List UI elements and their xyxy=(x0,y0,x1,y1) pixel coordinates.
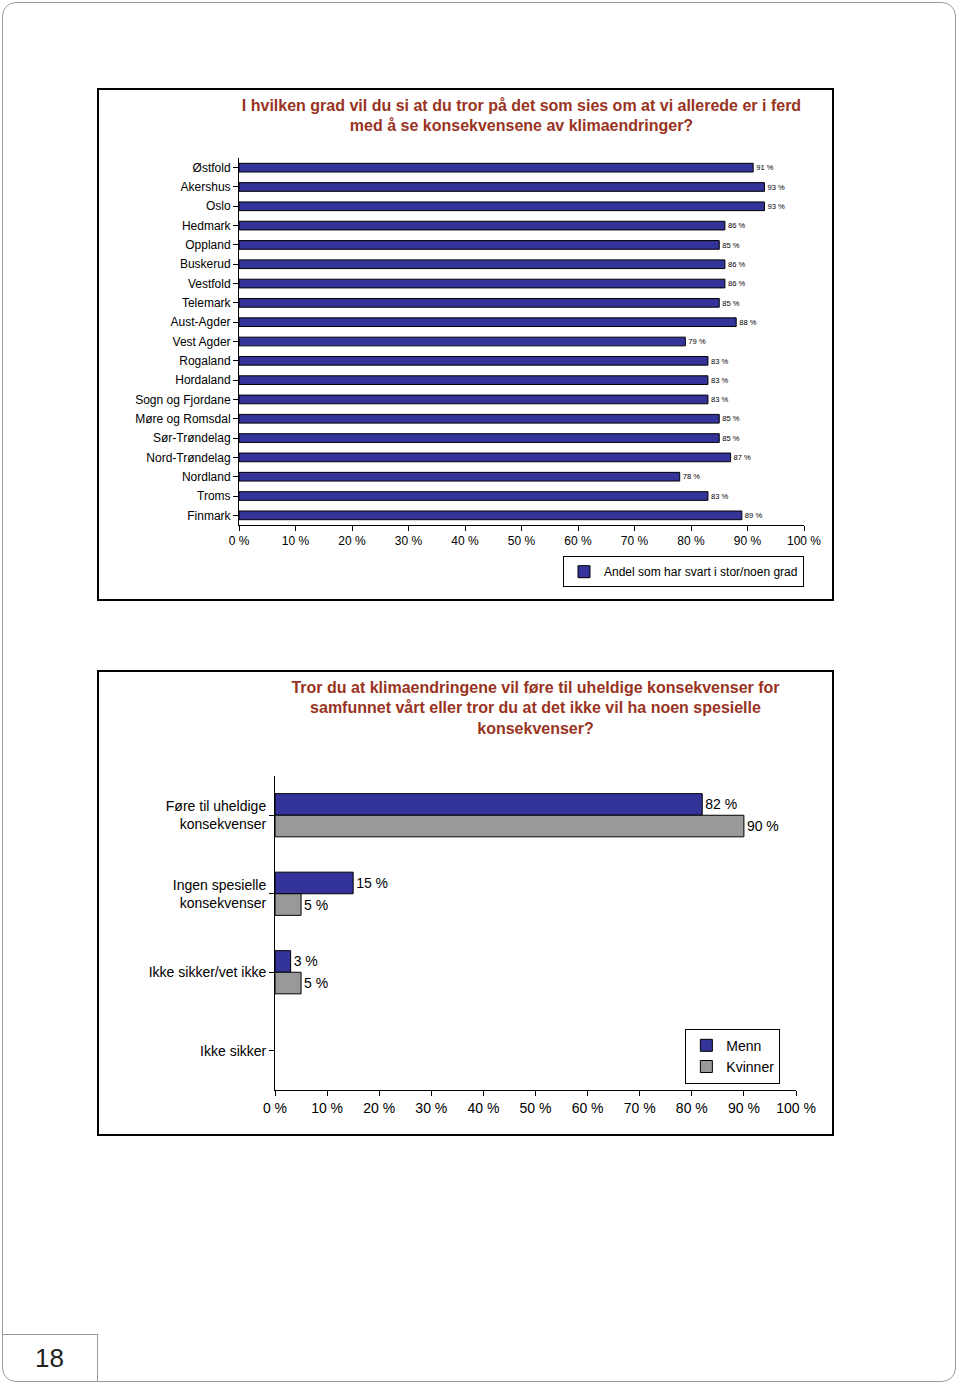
svg-text:Telemark: Telemark xyxy=(182,296,232,310)
svg-text:Kvinner: Kvinner xyxy=(726,1059,774,1075)
svg-text:Hedmark: Hedmark xyxy=(182,219,232,233)
svg-text:86 %: 86 % xyxy=(728,279,746,288)
svg-text:82 %: 82 % xyxy=(705,796,737,812)
svg-text:Troms: Troms xyxy=(197,489,231,503)
svg-text:93 %: 93 % xyxy=(767,202,785,211)
svg-text:85 %: 85 % xyxy=(722,241,740,250)
svg-text:Ikke sikker: Ikke sikker xyxy=(200,1043,266,1059)
svg-text:40 %: 40 % xyxy=(467,1100,499,1116)
svg-text:Vestfold: Vestfold xyxy=(188,277,231,291)
svg-text:Rogaland: Rogaland xyxy=(179,354,230,368)
svg-text:Andel som har svart i stor/noe: Andel som har svart i stor/noen grad xyxy=(604,565,797,579)
svg-text:83 %: 83 % xyxy=(711,395,729,404)
svg-text:Møre og Romsdal: Møre og Romsdal xyxy=(135,412,230,426)
svg-text:5 %: 5 % xyxy=(304,975,328,991)
svg-text:50 %: 50 % xyxy=(508,534,536,548)
svg-text:Vest Agder: Vest Agder xyxy=(173,335,231,349)
svg-text:90 %: 90 % xyxy=(747,818,779,834)
svg-text:3 %: 3 % xyxy=(294,953,318,969)
svg-text:20 %: 20 % xyxy=(363,1100,395,1116)
svg-text:20 %: 20 % xyxy=(338,534,366,548)
svg-text:90 %: 90 % xyxy=(734,534,762,548)
svg-text:Østfold: Østfold xyxy=(193,161,231,175)
svg-text:Finmark: Finmark xyxy=(187,509,231,523)
svg-text:79 %: 79 % xyxy=(688,337,706,346)
svg-text:89 %: 89 % xyxy=(745,511,763,520)
svg-text:Oppland: Oppland xyxy=(185,238,230,252)
svg-text:Ikke sikker/vet ikke: Ikke sikker/vet ikke xyxy=(149,964,267,980)
svg-text:Føre til uheldigekonsekvenser: Føre til uheldigekonsekvenser xyxy=(166,798,267,832)
svg-text:100 %: 100 % xyxy=(776,1100,816,1116)
svg-text:30 %: 30 % xyxy=(395,534,423,548)
svg-text:91 %: 91 % xyxy=(756,163,774,172)
svg-text:93 %: 93 % xyxy=(767,183,785,192)
svg-text:Nordland: Nordland xyxy=(182,470,231,484)
svg-text:Oslo: Oslo xyxy=(206,199,231,213)
svg-text:86 %: 86 % xyxy=(728,221,746,230)
svg-text:70 %: 70 % xyxy=(621,534,649,548)
svg-text:Sogn og Fjordane: Sogn og Fjordane xyxy=(135,393,231,407)
svg-text:Hordaland: Hordaland xyxy=(175,373,230,387)
svg-text:85 %: 85 % xyxy=(722,414,740,423)
svg-text:70 %: 70 % xyxy=(624,1100,656,1116)
svg-text:15 %: 15 % xyxy=(356,875,388,891)
svg-text:85 %: 85 % xyxy=(722,299,740,308)
svg-text:60 %: 60 % xyxy=(564,534,592,548)
svg-text:85 %: 85 % xyxy=(722,434,740,443)
svg-text:87 %: 87 % xyxy=(734,453,752,462)
svg-text:Tror du at klimaendringene vil: Tror du at klimaendringene vil føre til … xyxy=(291,679,779,738)
svg-text:10 %: 10 % xyxy=(311,1100,343,1116)
svg-text:40 %: 40 % xyxy=(451,534,479,548)
svg-text:86 %: 86 % xyxy=(728,260,746,269)
svg-text:Sør-Trøndelag: Sør-Trøndelag xyxy=(153,431,231,445)
svg-text:100 %: 100 % xyxy=(787,534,821,548)
svg-text:83 %: 83 % xyxy=(711,376,729,385)
svg-text:Akershus: Akershus xyxy=(181,180,231,194)
svg-text:0 %: 0 % xyxy=(229,534,250,548)
svg-text:60 %: 60 % xyxy=(572,1100,604,1116)
html-text:18: 18 xyxy=(35,1343,64,1373)
svg-text:Menn: Menn xyxy=(726,1038,761,1054)
svg-text:50 %: 50 % xyxy=(520,1100,552,1116)
svg-text:Ingen spesiellekonsekvenser: Ingen spesiellekonsekvenser xyxy=(173,877,267,911)
svg-text:88 %: 88 % xyxy=(739,318,757,327)
svg-text:30 %: 30 % xyxy=(415,1100,447,1116)
svg-text:0 %: 0 % xyxy=(263,1100,287,1116)
svg-text:Buskerud: Buskerud xyxy=(180,257,231,271)
svg-text:Nord-Trøndelag: Nord-Trøndelag xyxy=(146,451,230,465)
svg-text:83 %: 83 % xyxy=(711,492,729,501)
svg-text:78 %: 78 % xyxy=(683,472,701,481)
svg-text:I hvilken grad vil du si at du: I hvilken grad vil du si at du tror på d… xyxy=(242,97,801,135)
svg-text:5 %: 5 % xyxy=(304,897,328,913)
svg-text:80 %: 80 % xyxy=(676,1100,708,1116)
svg-text:10 %: 10 % xyxy=(282,534,310,548)
svg-text:80 %: 80 % xyxy=(677,534,705,548)
svg-text:83 %: 83 % xyxy=(711,357,729,366)
svg-text:Aust-Agder: Aust-Agder xyxy=(171,315,231,329)
svg-text:90 %: 90 % xyxy=(728,1100,760,1116)
